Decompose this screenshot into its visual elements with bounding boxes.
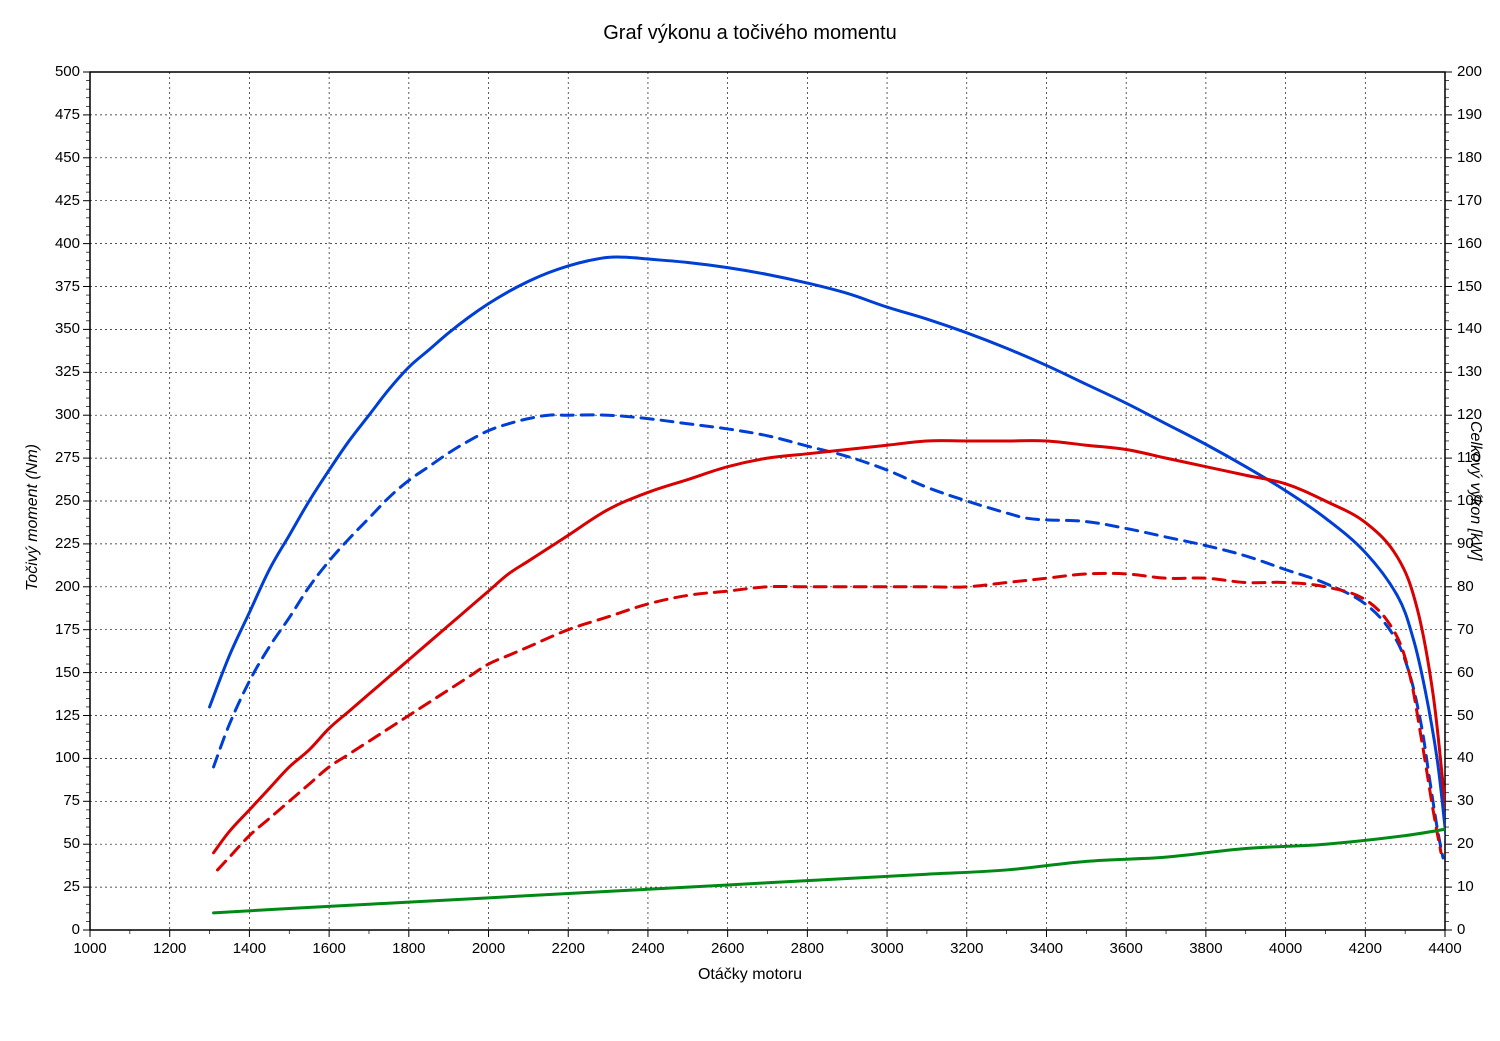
tick-label: 3600 — [1096, 940, 1156, 957]
tick-label: 450 — [30, 149, 80, 166]
tick-label: 160 — [1457, 235, 1500, 252]
tick-label: 125 — [30, 707, 80, 724]
tick-label: 1600 — [299, 940, 359, 957]
tick-label: 40 — [1457, 749, 1500, 766]
tick-label: 140 — [1457, 320, 1500, 337]
tick-label: 3800 — [1176, 940, 1236, 957]
tick-label: 90 — [1457, 535, 1500, 552]
tick-label: 4000 — [1256, 940, 1316, 957]
tick-label: 75 — [30, 792, 80, 809]
tick-label: 100 — [30, 749, 80, 766]
tick-label: 1000 — [60, 940, 120, 957]
dyno-chart-container: Graf výkonu a točivého momentu WWW.DYNOC… — [0, 0, 1500, 1041]
tick-label: 425 — [30, 192, 80, 209]
tick-label: 2000 — [459, 940, 519, 957]
tick-label: 2800 — [777, 940, 837, 957]
tick-label: 25 — [30, 878, 80, 895]
tick-label: 20 — [1457, 835, 1500, 852]
tick-label: 180 — [1457, 149, 1500, 166]
tick-label: 1200 — [140, 940, 200, 957]
tick-label: 120 — [1457, 406, 1500, 423]
tick-label: 0 — [30, 921, 80, 938]
tick-label: 190 — [1457, 106, 1500, 123]
tick-label: 150 — [1457, 278, 1500, 295]
tick-label: 325 — [30, 363, 80, 380]
tick-label: 170 — [1457, 192, 1500, 209]
tick-label: 3400 — [1016, 940, 1076, 957]
tick-label: 100 — [1457, 492, 1500, 509]
tick-label: 50 — [1457, 707, 1500, 724]
tick-label: 60 — [1457, 664, 1500, 681]
tick-label: 10 — [1457, 878, 1500, 895]
tick-label: 375 — [30, 278, 80, 295]
tick-label: 50 — [30, 835, 80, 852]
tick-label: 300 — [30, 406, 80, 423]
tick-label: 3000 — [857, 940, 917, 957]
tick-label: 200 — [1457, 63, 1500, 80]
tick-label: 130 — [1457, 363, 1500, 380]
tick-label: 4400 — [1415, 940, 1475, 957]
tick-label: 2400 — [618, 940, 678, 957]
tick-label: 400 — [30, 235, 80, 252]
chart-svg: WWW.DYNOCHECK.COM — [0, 0, 1500, 1041]
tick-label: 80 — [1457, 578, 1500, 595]
tick-label: 30 — [1457, 792, 1500, 809]
tick-label: 2200 — [538, 940, 598, 957]
tick-label: 200 — [30, 578, 80, 595]
tick-label: 225 — [30, 535, 80, 552]
tick-label: 1400 — [219, 940, 279, 957]
tick-label: 1800 — [379, 940, 439, 957]
tick-label: 4200 — [1335, 940, 1395, 957]
tick-label: 150 — [30, 664, 80, 681]
tick-label: 2600 — [698, 940, 758, 957]
tick-label: 110 — [1457, 449, 1500, 466]
tick-label: 175 — [30, 621, 80, 638]
tick-label: 70 — [1457, 621, 1500, 638]
tick-label: 3200 — [937, 940, 997, 957]
tick-label: 350 — [30, 320, 80, 337]
tick-label: 250 — [30, 492, 80, 509]
tick-label: 0 — [1457, 921, 1500, 938]
tick-label: 500 — [30, 63, 80, 80]
tick-label: 275 — [30, 449, 80, 466]
tick-label: 475 — [30, 106, 80, 123]
x-axis-title: Otáčky motoru — [0, 966, 1500, 984]
